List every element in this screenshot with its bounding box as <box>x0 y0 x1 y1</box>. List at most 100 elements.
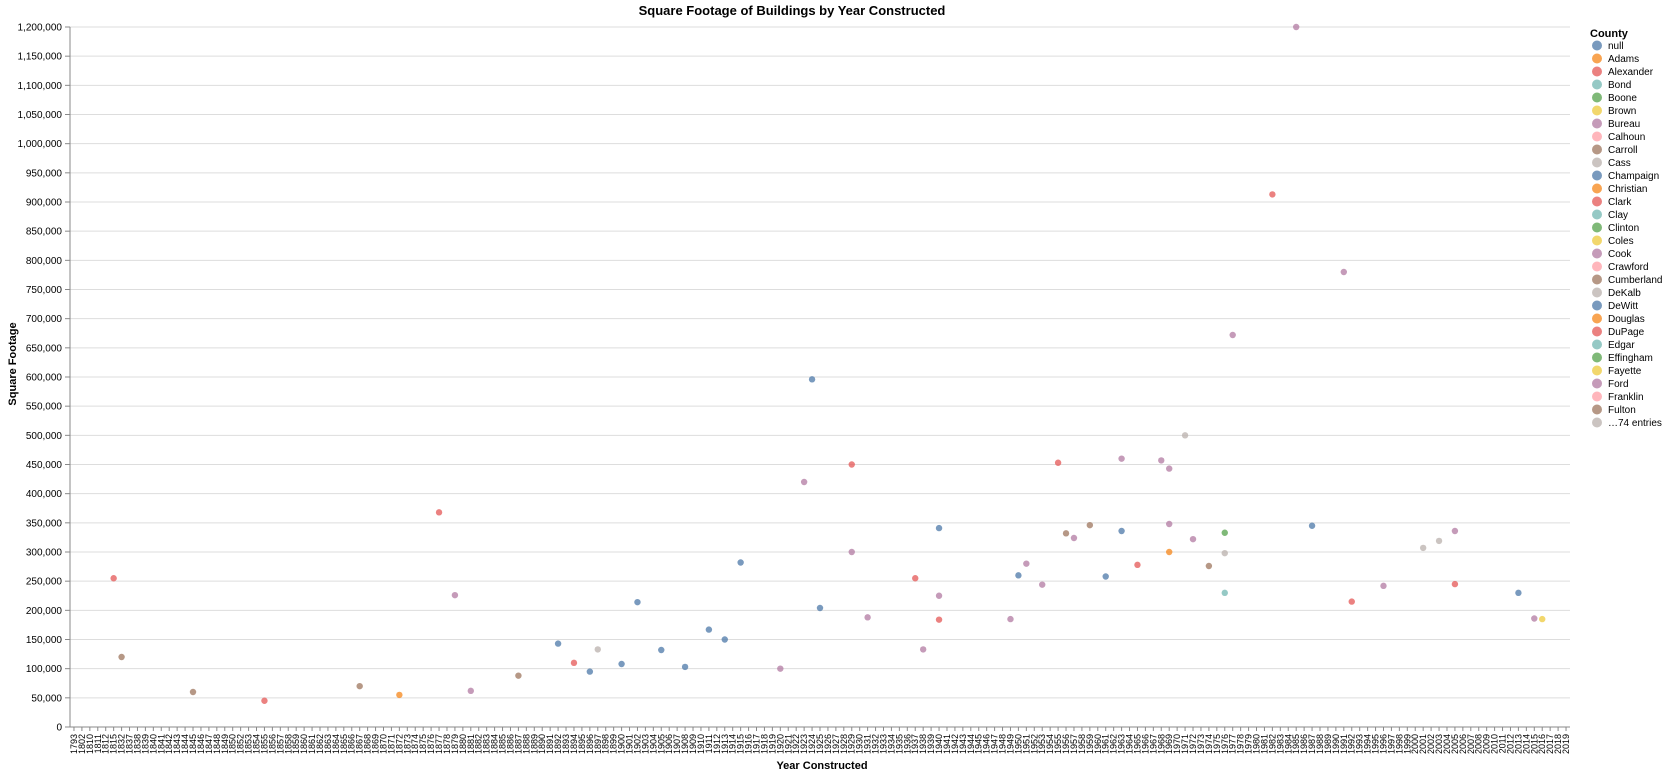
data-point <box>1539 615 1546 623</box>
y-tick-label: 200,000 <box>26 606 63 617</box>
chart-title: Square Footage of Buildings by Year Cons… <box>639 3 946 18</box>
x-tick-label: 1988 <box>1315 734 1325 754</box>
x-tick-label: 1872 <box>394 734 404 754</box>
data-point <box>1118 455 1125 462</box>
x-tick-label: 1842 <box>164 734 174 754</box>
x-tick-label: 1920 <box>775 734 785 754</box>
data-point <box>808 376 816 383</box>
x-tick-label: 1900 <box>617 734 627 754</box>
x-tick-label: 1933 <box>878 734 888 754</box>
x-tick-label: 1965 <box>1132 734 1142 754</box>
x-tick-label: 1915 <box>736 734 746 754</box>
x-tick-label: 1973 <box>1196 734 1206 754</box>
x-tick-label: 1970 <box>1172 734 1182 754</box>
x-tick-label: 1917 <box>752 734 762 754</box>
x-tick-label: 1932 <box>871 734 881 754</box>
x-tick-label: 1949 <box>1005 734 1015 754</box>
x-tick-label: 1859 <box>291 734 301 754</box>
x-tick-label: 1968 <box>1156 734 1166 754</box>
x-tick-label: 1881 <box>466 734 476 754</box>
x-tick-label: 1984 <box>1283 734 1293 754</box>
x-tick-label: 1946 <box>982 734 992 754</box>
x-tick-label: 1911 <box>704 734 714 753</box>
data-point <box>1451 580 1459 588</box>
x-tick-label: 1832 <box>117 734 127 754</box>
legend-label: Fulton <box>1608 405 1636 416</box>
x-tick-label: 1856 <box>267 734 277 754</box>
x-tick-label: 1840 <box>148 734 158 754</box>
x-tick-label: 2004 <box>1442 734 1452 754</box>
legend-symbol <box>1592 92 1602 103</box>
x-tick-label: 1849 <box>220 734 230 754</box>
legend-symbol <box>1592 131 1602 142</box>
x-tick-label: 1925 <box>815 734 825 754</box>
y-tick-label: 100,000 <box>26 664 63 675</box>
y-tick-label: 1,050,000 <box>18 110 63 121</box>
x-tick-label: 2016 <box>1537 734 1547 754</box>
y-axis-title: Square Footage <box>7 322 19 405</box>
legend-label: Champaign <box>1608 171 1659 182</box>
x-tick-label: 1958 <box>1077 734 1087 754</box>
data-point <box>1118 527 1125 535</box>
x-tick-label: 1901 <box>625 734 635 754</box>
data-point <box>705 626 713 633</box>
x-tick-label: 1939 <box>926 734 936 754</box>
x-tick-label: 1947 <box>990 734 1000 754</box>
legend-label: Clark <box>1608 197 1632 208</box>
x-tick-label: 1877 <box>434 734 444 754</box>
x-tick-label: 1887 <box>513 734 523 754</box>
data-point <box>848 461 855 468</box>
x-tick-label: 1993 <box>1355 734 1365 754</box>
x-tick-label: 1874 <box>410 734 420 754</box>
x-tick-label: 1992 <box>1347 734 1357 754</box>
x-tick-label: 1921 <box>783 734 793 754</box>
data-point <box>570 659 578 667</box>
x-tick-label: 1811 <box>93 734 103 753</box>
y-tick-label: 800,000 <box>26 256 63 267</box>
x-tick-label: 1926 <box>823 734 833 754</box>
x-tick-label: 2007 <box>1466 734 1476 754</box>
data-point <box>658 646 665 654</box>
x-tick-label: 2010 <box>1490 734 1500 754</box>
legend-symbol <box>1592 378 1602 389</box>
data-point <box>396 691 403 699</box>
legend-symbol <box>1592 313 1602 324</box>
legend-symbol <box>1592 365 1602 376</box>
x-axis: 1793180218101811181218151832183718381839… <box>69 726 1571 754</box>
x-tick-label: 1861 <box>307 734 317 754</box>
x-tick-label: 1966 <box>1140 734 1150 754</box>
legend-symbol <box>1592 391 1602 402</box>
data-point <box>1086 521 1094 529</box>
x-tick-label: 2002 <box>1426 734 1436 754</box>
y-tick-label: 600,000 <box>26 373 63 384</box>
x-tick-label: 1974 <box>1204 734 1214 754</box>
x-tick-label: 1870 <box>378 734 388 754</box>
y-tick-label: 1,000,000 <box>18 139 63 150</box>
x-tick-label: 1972 <box>1188 734 1198 754</box>
legend-symbol <box>1592 339 1602 350</box>
x-tick-label: 1894 <box>569 734 579 754</box>
data-point <box>816 604 824 612</box>
legend-label: Cass <box>1608 158 1631 169</box>
legend-label: Clay <box>1608 210 1628 221</box>
data-point <box>935 616 943 623</box>
x-tick-label: 1936 <box>902 734 912 754</box>
x-tick-label: 1959 <box>1085 734 1095 754</box>
data-point <box>1007 615 1014 623</box>
x-tick-label: 1937 <box>910 734 920 754</box>
x-tick-label: 1863 <box>323 734 333 754</box>
x-tick-label: 2012 <box>1505 734 1515 754</box>
x-tick-label: 1982 <box>1267 734 1277 754</box>
legend-label: Boone <box>1608 93 1637 104</box>
x-tick-label: 1866 <box>347 734 357 754</box>
legend-symbol <box>1592 196 1602 207</box>
x-tick-label: 1873 <box>402 734 412 754</box>
x-tick-label: 1890 <box>537 734 547 754</box>
data-point <box>451 591 459 599</box>
x-tick-label: 1850 <box>228 734 238 754</box>
x-tick-label: 1934 <box>886 734 896 754</box>
data-point <box>1531 615 1538 622</box>
x-tick-label: 1927 <box>831 734 841 754</box>
x-tick-label: 1853 <box>244 734 254 754</box>
x-tick-label: 1793 <box>69 734 79 754</box>
